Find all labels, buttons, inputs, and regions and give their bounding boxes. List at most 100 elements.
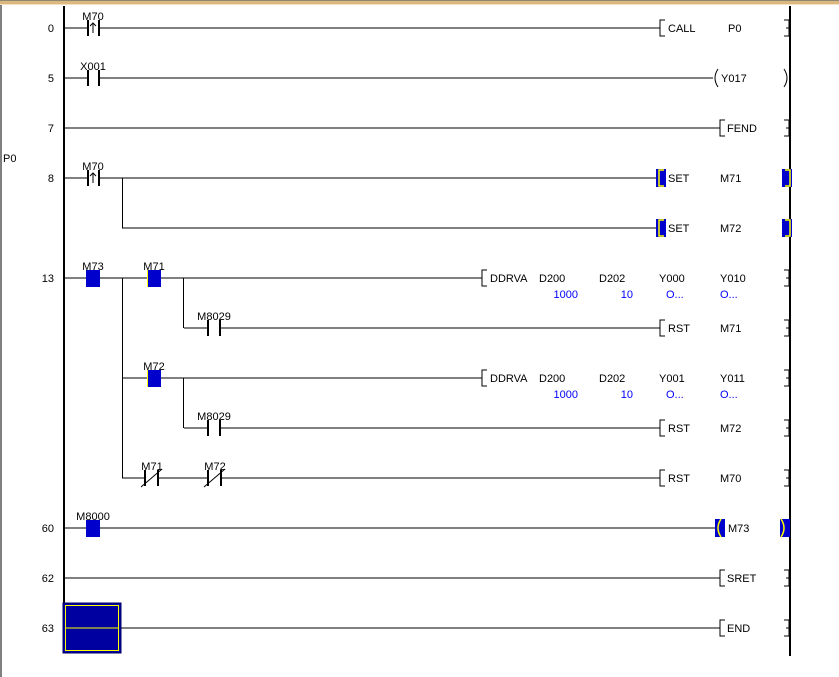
open-bracket-icon [719, 119, 725, 137]
instruction-name: DDRVA [490, 273, 528, 285]
coil-device: M73 [728, 523, 749, 535]
contact-pulse-m70-sub[interactable]: M70 [82, 161, 104, 186]
open-bracket-icon [658, 169, 664, 187]
coil-y017[interactable]: Y017 [714, 68, 788, 88]
device-label: M8029 [197, 411, 231, 423]
open-bracket-icon [659, 419, 665, 437]
contact-nc-m72[interactable]: M72 [203, 461, 226, 488]
contact-m71-energized[interactable]: M71 [143, 261, 165, 287]
close-bracket-icon [784, 269, 790, 287]
device-label: M8029 [197, 311, 231, 323]
rung-13: 13 M73 M71 DDRVA D200 D202 Y000 Y010 [42, 261, 790, 488]
open-bracket-icon [481, 369, 487, 387]
instruction-operand: M71 [720, 323, 741, 335]
step-number: 62 [42, 573, 54, 585]
rising-edge-arrow-icon [89, 172, 97, 183]
device-label: X001 [80, 61, 106, 73]
rung-63: 63 END [42, 602, 790, 654]
energized-contact-block [147, 370, 161, 387]
instruction-operand: M72 [720, 223, 741, 235]
open-bracket-icon [719, 619, 725, 637]
contact-no-x001[interactable]: X001 [80, 61, 106, 86]
instruction-operand: Y010 [720, 273, 746, 285]
coil-device: Y017 [721, 73, 747, 85]
monitor-value: 10 [621, 389, 633, 401]
instruction-name: RST [668, 473, 690, 485]
close-bracket-icon [784, 619, 790, 637]
instruction-operand: D200 [539, 273, 565, 285]
energized-bracket-block [782, 169, 792, 187]
instruction-call-p0[interactable]: CALL P0 [659, 19, 790, 37]
contact-m8000-energized[interactable]: M8000 [76, 511, 110, 537]
instruction-name: FEND [727, 123, 757, 135]
instruction-operand: M70 [720, 473, 741, 485]
close-bracket-icon [784, 19, 790, 37]
selection-cursor[interactable] [62, 602, 122, 654]
coil-open-paren-icon [717, 518, 722, 538]
instruction-operand: Y000 [659, 273, 685, 285]
instruction-ddrva-1[interactable]: DDRVA D200 D202 Y000 Y010 1000 10 O... O… [481, 269, 790, 301]
close-bracket-icon [784, 419, 790, 437]
instruction-name: SET [668, 223, 690, 235]
instruction-name: END [727, 623, 750, 635]
close-bracket-icon [785, 219, 791, 237]
instruction-name: CALL [668, 23, 696, 35]
open-bracket-icon [659, 319, 665, 337]
pointer-label: P0 [3, 153, 16, 165]
device-label: M70 [82, 161, 103, 173]
open-bracket-icon [719, 569, 725, 587]
energized-contact-block [147, 270, 161, 287]
energized-contact-block [86, 270, 100, 287]
coil-open-paren-icon [714, 68, 719, 88]
instruction-operand: D200 [539, 373, 565, 385]
instruction-sret[interactable]: SRET [719, 569, 790, 587]
instruction-fend[interactable]: FEND [719, 119, 790, 137]
step-number: 8 [48, 173, 54, 185]
step-number: 60 [42, 523, 54, 535]
instruction-rst-m72[interactable]: RST M72 [659, 419, 790, 437]
instruction-rst-m71[interactable]: RST M71 [659, 319, 790, 337]
coil-m73-energized[interactable]: M73 [715, 518, 790, 538]
instruction-operand: Y001 [659, 373, 685, 385]
instruction-operand: M72 [720, 423, 741, 435]
contact-m72-energized[interactable]: M72 [143, 361, 165, 387]
energized-bracket-block [656, 169, 666, 187]
contact-nc-m71[interactable]: M71 [140, 461, 163, 488]
rung-62: 62 SRET [42, 569, 790, 587]
close-bracket-icon [784, 319, 790, 337]
energized-bracket-block [782, 219, 792, 237]
instruction-operand: P0 [728, 23, 741, 35]
contact-pulse-m70[interactable]: M70 [82, 11, 104, 36]
step-number: 0 [48, 23, 54, 35]
device-label: M70 [82, 11, 103, 23]
contact-m73-energized[interactable]: M73 [82, 261, 104, 287]
energized-paren-block [715, 519, 725, 537]
instruction-end[interactable]: END [719, 619, 790, 637]
power-rails [63, 6, 791, 656]
step-number: 63 [42, 623, 54, 635]
close-bracket-icon [784, 569, 790, 587]
nc-slash-icon [203, 468, 226, 488]
contact-no-m8029-2[interactable]: M8029 [197, 411, 231, 436]
rung-8: P0 8 M70 SET M71 [3, 153, 792, 237]
instruction-set-m71-energized[interactable]: SET M71 [656, 169, 792, 187]
rising-edge-arrow-icon [89, 22, 97, 33]
instruction-name: DDRVA [490, 373, 528, 385]
open-bracket-icon [659, 469, 665, 487]
monitor-value: 1000 [554, 389, 578, 401]
step-number: 13 [42, 273, 54, 285]
monitor-value: 1000 [554, 289, 578, 301]
energized-paren-block [780, 519, 790, 537]
coil-close-paren-icon [783, 68, 788, 88]
contact-no-m8029-1[interactable]: M8029 [197, 311, 231, 336]
instruction-operand: D202 [599, 373, 625, 385]
close-bracket-icon [784, 369, 790, 387]
monitor-value: O... [666, 289, 684, 301]
instruction-rst-m70[interactable]: RST M70 [659, 469, 790, 487]
window-left-border [0, 5, 2, 677]
rung-7: 7 FEND [48, 119, 790, 137]
instruction-ddrva-2[interactable]: DDRVA D200 D202 Y001 Y011 1000 10 O... O… [481, 369, 790, 401]
instruction-set-m72-energized[interactable]: SET M72 [656, 219, 792, 237]
rung-0: 0 M70 CALL P0 [48, 11, 790, 37]
